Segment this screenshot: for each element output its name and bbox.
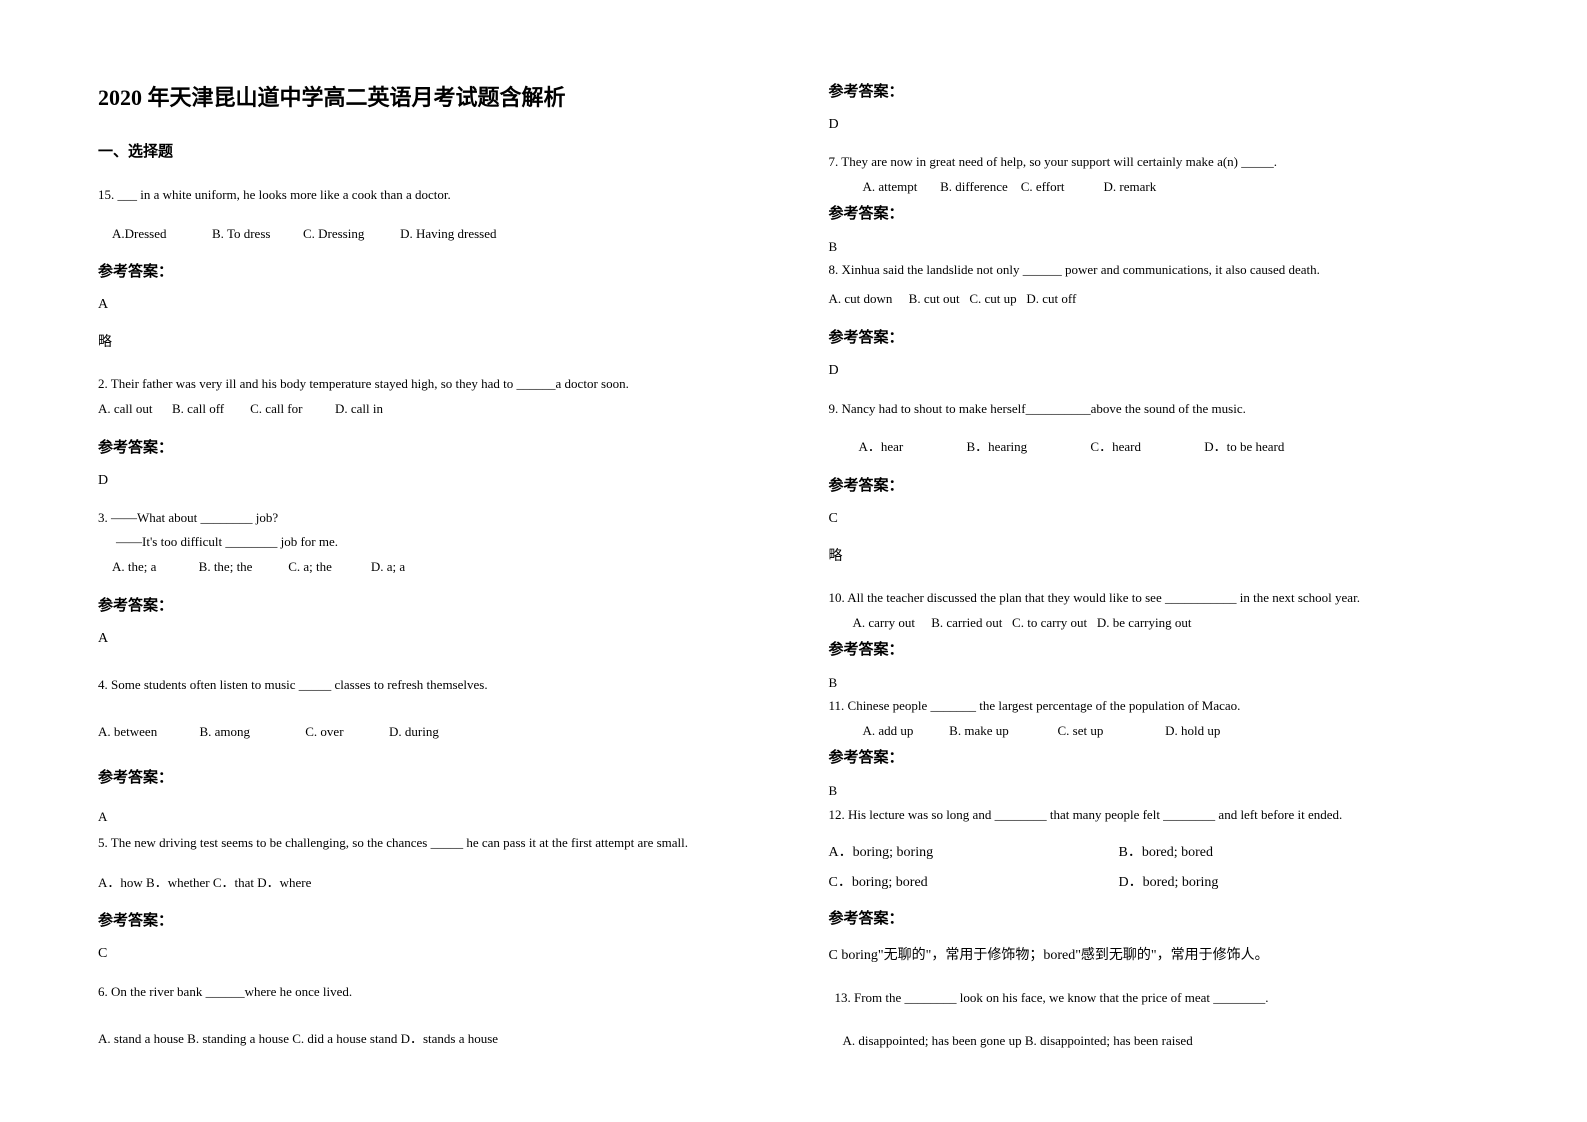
q9-opt-d: D．to be heard bbox=[1204, 439, 1284, 454]
answer-label: 参考答案： bbox=[829, 746, 1490, 767]
left-column: 2020 年天津昆山道中学高二英语月考试题含解析 一、选择题 15. ___ i… bbox=[98, 80, 759, 1082]
question-11-text: 11. Chinese people _______ the largest p… bbox=[829, 695, 1490, 717]
question-9-options: A．hear B．hearing C．heard D．to be heard bbox=[829, 435, 1490, 460]
q9-opt-a: A．hear bbox=[859, 439, 904, 454]
answer-label: 参考答案： bbox=[98, 260, 759, 281]
question-4-options: A. between B. among C. over D. during bbox=[98, 720, 759, 745]
question-5-answer: C bbox=[98, 946, 759, 962]
answer-label: 参考答案： bbox=[829, 326, 1490, 347]
question-7-answer: B bbox=[829, 239, 1490, 255]
question-3-answer: A bbox=[98, 631, 759, 647]
question-3-line2: ——It's too difficult ________ job for me… bbox=[98, 531, 759, 553]
question-5-options: A．how B．whether C．that D．where bbox=[98, 871, 759, 896]
answer-label: 参考答案： bbox=[98, 594, 759, 615]
question-3-options: A. the; a B. the; the C. a; the D. a; a bbox=[98, 555, 759, 580]
question-15-answer: A bbox=[98, 297, 759, 313]
question-10-options: A. carry out B. carried out C. to carry … bbox=[829, 611, 1490, 636]
answer-label: 参考答案： bbox=[829, 638, 1490, 659]
question-12-text: 12. His lecture was so long and ________… bbox=[829, 803, 1490, 828]
answer-label: 参考答案： bbox=[829, 202, 1490, 223]
question-4-text: 4. Some students often listen to music _… bbox=[98, 673, 759, 698]
answer-label: 参考答案： bbox=[829, 474, 1490, 495]
answer-label: 参考答案： bbox=[829, 907, 1490, 928]
question-13-options: A. disappointed; has been gone up B. dis… bbox=[829, 1029, 1490, 1054]
question-11-options: A. add up B. make up C. set up D. hold u… bbox=[829, 719, 1490, 744]
q9-opt-c: C．heard bbox=[1090, 439, 1141, 454]
question-12-answer: C boring"无聊的"，常用于修饰物；bored"感到无聊的"，常用于修饰人… bbox=[829, 944, 1490, 964]
question-9-text: 9. Nancy had to shout to make herself___… bbox=[829, 397, 1490, 422]
question-2-text: 2. Their father was very ill and his bod… bbox=[98, 373, 759, 395]
question-8-answer: D bbox=[829, 363, 1490, 379]
question-10-answer: B bbox=[829, 675, 1490, 691]
question-6-text: 6. On the river bank ______where he once… bbox=[98, 980, 759, 1005]
question-6-answer: D bbox=[829, 117, 1490, 133]
question-2-options: A. call out B. call off C. call for D. c… bbox=[98, 397, 759, 422]
note-omit: 略 bbox=[829, 545, 1490, 565]
document-title: 2020 年天津昆山道中学高二英语月考试题含解析 bbox=[98, 80, 759, 112]
question-4-answer: A bbox=[98, 809, 759, 825]
question-11-answer: B bbox=[829, 783, 1490, 799]
question-9-answer: C bbox=[829, 511, 1490, 527]
q12-opt-b: B．bored; bored bbox=[1119, 841, 1213, 861]
question-3-line1: 3. ——What about ________ job? bbox=[98, 507, 759, 529]
section-header: 一、选择题 bbox=[98, 140, 759, 161]
q9-opt-b: B．hearing bbox=[967, 439, 1028, 454]
q12-opt-d: D．bored; boring bbox=[1119, 871, 1219, 891]
q12-opt-a: A．boring; boring bbox=[829, 841, 1119, 861]
answer-label: 参考答案： bbox=[829, 80, 1490, 101]
question-15-options: A.Dressed B. To dress C. Dressing D. Hav… bbox=[98, 222, 759, 247]
answer-label: 参考答案： bbox=[98, 909, 759, 930]
question-8-options: A. cut down B. cut out C. cut up D. cut … bbox=[829, 287, 1490, 312]
answer-label: 参考答案： bbox=[98, 766, 759, 787]
question-6-options: A. stand a house B. standing a house C. … bbox=[98, 1027, 759, 1052]
question-12-options-row2: C．boring; bored D．bored; boring bbox=[829, 871, 1490, 891]
q12-opt-c: C．boring; bored bbox=[829, 871, 1119, 891]
question-2-answer: D bbox=[98, 473, 759, 489]
question-8-text: 8. Xinhua said the landslide not only __… bbox=[829, 259, 1490, 281]
question-15-text: 15. ___ in a white uniform, he looks mor… bbox=[98, 183, 759, 208]
question-10-text: 10. All the teacher discussed the plan t… bbox=[829, 587, 1490, 609]
question-12-options-row1: A．boring; boring B．bored; bored bbox=[829, 841, 1490, 861]
question-13-text: 13. From the ________ look on his face, … bbox=[829, 986, 1490, 1011]
answer-label: 参考答案： bbox=[98, 436, 759, 457]
note-omit: 略 bbox=[98, 331, 759, 351]
question-7-text: 7. They are now in great need of help, s… bbox=[829, 151, 1490, 173]
question-5-text: 5. The new driving test seems to be chal… bbox=[98, 829, 759, 856]
right-column: 参考答案： D 7. They are now in great need of… bbox=[829, 80, 1490, 1082]
question-7-options: A. attempt B. difference C. effort D. re… bbox=[829, 175, 1490, 200]
